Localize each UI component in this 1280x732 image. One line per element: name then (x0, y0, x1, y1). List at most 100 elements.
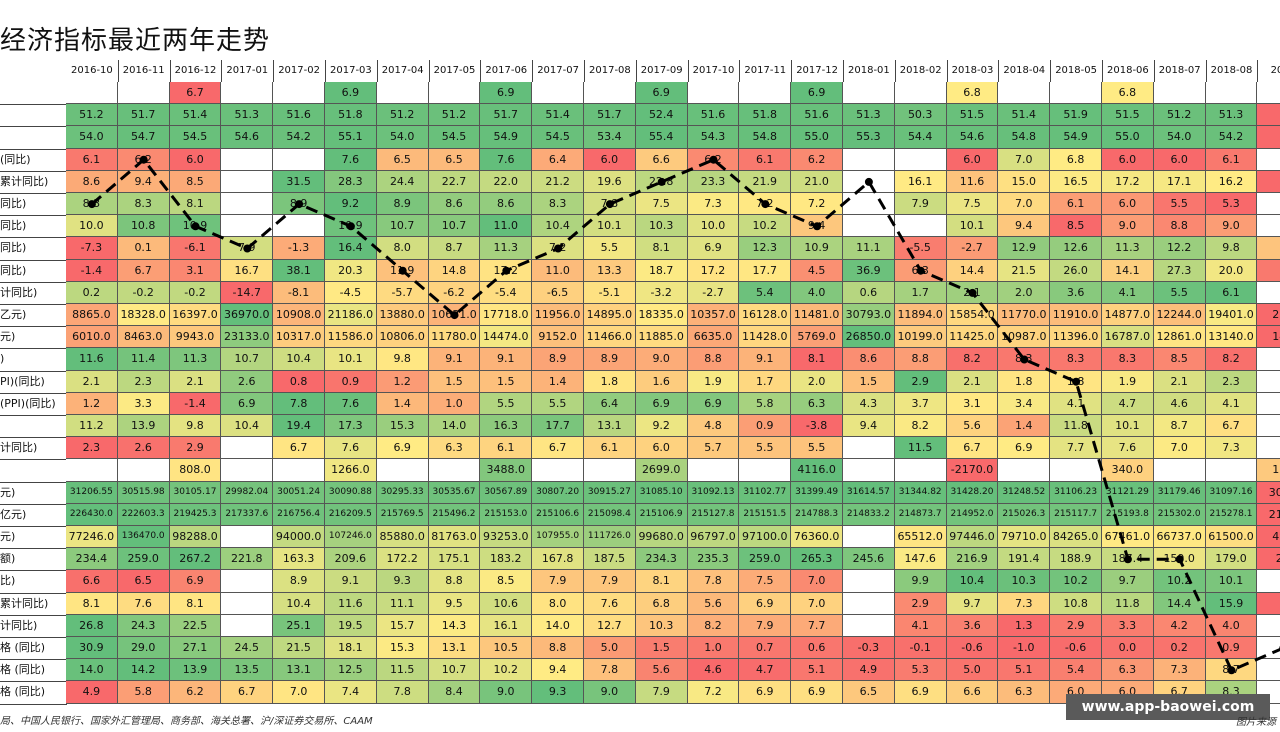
source-note: 局、中国人民银行、国家外汇管理局、商务部、海关总署、沪/深证券交易所、CAAM (0, 716, 373, 727)
table-cell: 6.4 (584, 392, 636, 415)
table-cell: 6.2 (687, 148, 740, 171)
row-label: 比) (0, 570, 67, 594)
table-cell: 7.3 (687, 193, 740, 216)
table-cell (221, 437, 274, 460)
table-cell: 9.9 (894, 570, 947, 593)
table-cell: 0.8 (273, 370, 325, 393)
table-cell: 1.4 (376, 392, 429, 415)
table-cell: 215278.1 (1205, 503, 1258, 526)
table-cell: 9.4 (117, 170, 170, 193)
table-cell: 22.5 (169, 614, 222, 637)
table-cell: 16397.0 (169, 304, 222, 327)
table-cell: 54.5 (532, 126, 584, 149)
table-cell: 16.4 (325, 237, 377, 260)
table-cell (1205, 459, 1258, 482)
table-cell: 10357.0 (687, 304, 740, 327)
table-cell: 13.1 (428, 637, 481, 660)
table-cell (1257, 570, 1280, 593)
table-cell: 51.6 (791, 104, 843, 127)
table-cell: 6.6 (66, 570, 118, 593)
table-cell: 7.9 (584, 570, 636, 593)
table-cell: 12.7 (584, 614, 636, 637)
table-cell: 9.8 (376, 348, 429, 371)
row-label: 亿元) (0, 503, 67, 527)
table-cell: 8.7 (1205, 659, 1258, 682)
table-cell: 8.5 (169, 170, 222, 193)
table-cell: 215193.8 (1102, 503, 1154, 526)
row-label: 计同比) (0, 614, 67, 638)
table-cell (66, 82, 118, 105)
table-cell: 76360.0 (791, 526, 843, 549)
table-cell: 51.2 (428, 104, 481, 127)
table-cell: 31106.23 (1050, 481, 1102, 504)
table-cell: 3488.0 (480, 459, 533, 482)
table-cell: 1.3 (998, 614, 1051, 637)
table-cell: 191.4 (998, 548, 1051, 571)
table-cell: 6.2 (117, 148, 170, 171)
table-cell: -3.2 (635, 281, 688, 304)
table-cell: 6.1 (66, 148, 118, 171)
table-cell: 2.3 (1205, 370, 1258, 393)
table-cell: 215153.0 (480, 503, 533, 526)
table-cell: 6.9 (221, 392, 274, 415)
table-cell: 8.8 (894, 348, 947, 371)
table-cell: 55.1 (325, 126, 377, 149)
table-cell: 6.4 (532, 148, 584, 171)
table-cell (221, 215, 274, 238)
table-cell: 31097.16 (1205, 481, 1258, 504)
table-cell: 221.8 (221, 548, 274, 571)
table-cell: 15854.0 (946, 304, 999, 327)
table-cell: 10631.0 (428, 304, 481, 327)
table-cell: 14.0 (428, 415, 481, 438)
table-cell: 31121.29 (1102, 481, 1154, 504)
table-cell (1205, 82, 1258, 105)
column-header: 2018-04 (998, 60, 1052, 83)
table-cell (221, 526, 274, 549)
table-cell: 6.8 (1050, 148, 1102, 171)
column-header: 2018 (1257, 60, 1280, 83)
table-cell: 7.4 (325, 681, 377, 704)
table-cell: 1 (1257, 259, 1280, 282)
table-cell: 10.2 (1153, 570, 1206, 593)
table-cell: 8.9 (584, 348, 636, 371)
table-cell: 10.8 (117, 215, 170, 238)
table-cell: 10.3 (635, 614, 688, 637)
table-cell: 7.0 (1153, 437, 1206, 460)
table-cell: 51.7 (480, 104, 533, 127)
table-cell: 1.5 (480, 370, 533, 393)
table-cell: 216 (1257, 304, 1280, 327)
table-cell: 3.6 (1050, 281, 1102, 304)
table-cell: 6.6 (946, 681, 999, 704)
table-cell: 51.3 (843, 104, 895, 127)
column-header: 2018-02 (894, 60, 948, 83)
column-header: 2018-07 (1153, 60, 1207, 83)
table-cell: 6.7 (532, 437, 584, 460)
table-cell: 11.5 (376, 659, 429, 682)
table-cell: 6.8 (946, 82, 999, 105)
table-cell: 6.9 (791, 681, 843, 704)
table-cell (1050, 82, 1102, 105)
table-cell: 215151.5 (739, 503, 792, 526)
table-cell: 8.5 (1050, 215, 1102, 238)
table-cell: 19.4 (273, 415, 325, 438)
table-cell: 26850.0 (843, 326, 895, 349)
table-cell: 6.9 (894, 681, 947, 704)
table-cell: 8.0 (376, 237, 429, 260)
table-cell: 5.5 (480, 392, 533, 415)
table-cell: 30807.20 (532, 481, 584, 504)
table-cell: 17718.0 (480, 304, 533, 327)
table-cell: 12861.0 (1153, 326, 1206, 349)
table-cell: 6.5 (117, 570, 170, 593)
table-cell: 6.9 (480, 82, 533, 105)
table-cell (739, 82, 792, 105)
table-cell: 7.3 (1153, 659, 1206, 682)
table-cell: 51.3 (1205, 104, 1258, 127)
table-cell: 6.9 (325, 82, 377, 105)
table-cell: 10.7 (221, 348, 274, 371)
table-cell: 214788.3 (791, 503, 843, 526)
table-cell: 30515.98 (117, 481, 170, 504)
table-cell: 2.9 (894, 592, 947, 615)
table-cell: 5.5 (1153, 193, 1206, 216)
column-header: 2018-06 (1102, 60, 1155, 83)
table-cell: 8.0 (532, 592, 584, 615)
